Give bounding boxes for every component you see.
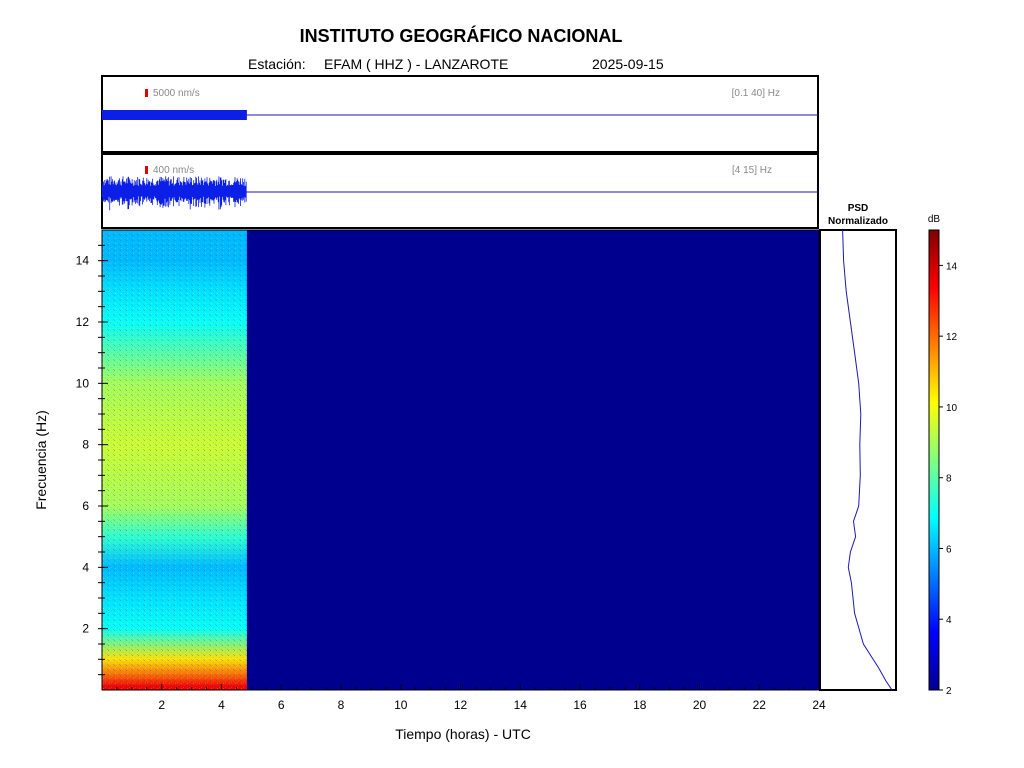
y-tick-label: 2 [82,622,89,636]
x-axis: 2 4 6 8 10 12 14 16 18 20 22 24 [116,684,826,712]
trace-panel-broadband: 5000 nm/s [0.1 40] Hz [101,75,819,153]
colorbar: dB 2 4 6 8 10 12 14 [928,214,958,697]
x-tick-label: 20 [693,698,707,712]
colorbar-unit: dB [928,214,941,225]
x-tick-label: 10 [394,698,408,712]
psd-title: PSD [848,203,869,214]
x-tick-label: 2 [158,698,165,712]
colorbar-tick-label: 12 [946,332,958,343]
spectrogram-noise [102,230,247,690]
psd-panel: PSD Normalizado [819,203,897,691]
trace-band-label: [0.1 40] Hz [732,88,780,99]
x-tick-label: 12 [454,698,468,712]
y-tick-label: 4 [82,560,89,574]
y-tick-label: 12 [76,315,90,329]
trace-scale-label: 400 nm/s [153,165,194,176]
y-tick-label: 6 [82,499,89,513]
x-tick-label: 6 [278,698,285,712]
station-label: Estación: [248,56,306,72]
y-tick-label: 14 [76,254,90,268]
station-name: EFAM ( HHZ ) - LANZAROTE [324,56,509,72]
page-title: INSTITUTO GEOGRÁFICO NACIONAL [299,26,623,46]
x-tick-label: 18 [633,698,647,712]
colorbar-tick-label: 2 [946,686,952,697]
trace-waveform [101,176,247,211]
date-label: 2025-09-15 [592,56,664,72]
y-axis: 2 4 6 8 10 12 14 [76,244,108,676]
trace-signal [101,176,247,211]
trace-panel-filtered: 400 nm/s [4 15] Hz [101,153,819,229]
colorbar-tick-label: 6 [946,544,952,555]
x-tick-label: 8 [338,698,345,712]
x-tick-label: 22 [753,698,767,712]
y-axis-label: Frecuencia (Hz) [33,410,49,510]
trace-scale-label: 5000 nm/s [153,88,200,99]
colorbar-tick-label: 10 [946,403,958,414]
x-tick-label: 4 [218,698,225,712]
scale-bar-icon [145,166,148,174]
y-tick-label: 8 [82,438,89,452]
trace-signal [102,110,247,120]
colorbar-tick-label: 8 [946,474,952,485]
colorbar-tick-label: 14 [946,261,958,272]
y-tick-label: 10 [76,376,90,390]
scale-bar-icon [145,89,148,97]
x-tick-label: 16 [573,698,587,712]
colorbar-ticks: 2 4 6 8 10 12 14 [939,261,958,697]
x-axis-label: Tiempo (horas) - UTC [395,726,531,742]
x-tick-label: 24 [812,698,826,712]
trace-band-label: [4 15] Hz [732,165,772,176]
psd-curve [842,229,893,691]
x-tick-label: 14 [514,698,528,712]
psd-subtitle: Normalizado [828,216,888,227]
colorbar-tick-label: 4 [946,615,952,626]
